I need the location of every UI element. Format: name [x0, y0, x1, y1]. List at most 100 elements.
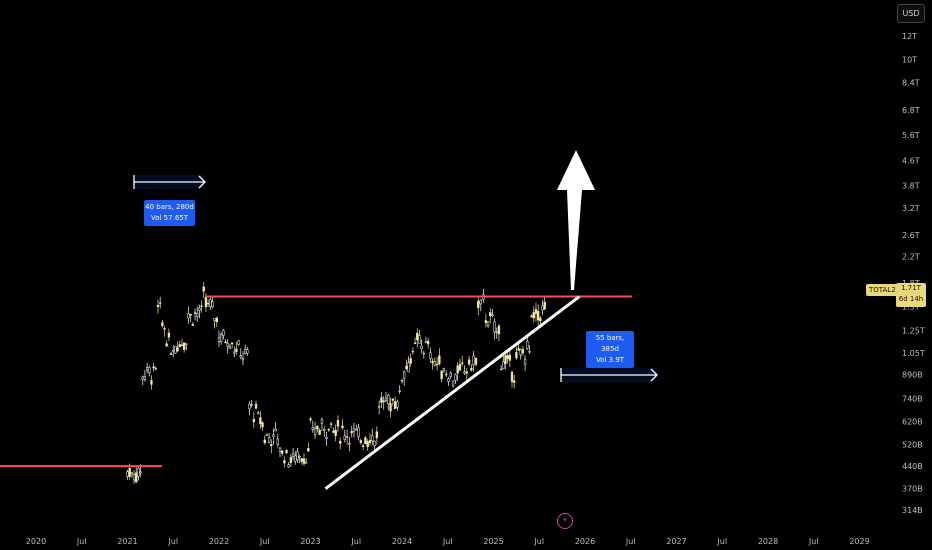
candle-body	[357, 427, 360, 437]
candle-body	[130, 472, 134, 475]
candle-body	[200, 305, 203, 307]
measure-bracket-1[interactable]	[133, 175, 206, 189]
candle-body	[474, 358, 478, 365]
candle-body	[377, 406, 381, 408]
x-tick-label: 2020	[26, 537, 46, 546]
candle-body	[154, 368, 157, 370]
y-tick-label: 5.6T	[902, 131, 920, 140]
candle-body	[534, 309, 538, 314]
candle-body	[193, 312, 197, 314]
up-arrow-icon	[557, 150, 595, 290]
candle-body	[403, 371, 406, 379]
candle-body	[180, 344, 184, 346]
y-tick-label: 3.8T	[902, 182, 920, 191]
candle-body	[343, 435, 346, 441]
candle-body	[211, 301, 214, 308]
x-tick-label: Jul	[716, 537, 727, 546]
candle-body	[373, 440, 376, 446]
currency-button[interactable]: USD	[897, 4, 925, 23]
candle-body	[270, 444, 273, 446]
candle-body	[222, 330, 225, 336]
candle-body	[393, 401, 397, 409]
candle-body	[510, 371, 514, 382]
candle-body	[445, 373, 448, 376]
y-tick-label: 6.8T	[902, 106, 920, 115]
candle-body	[291, 453, 295, 458]
candle-body	[316, 425, 319, 430]
candle-body	[433, 361, 436, 366]
measure-bracket-2[interactable]	[560, 368, 658, 382]
candle-body	[470, 368, 473, 371]
candle-body	[254, 403, 258, 409]
candle-body	[196, 313, 199, 317]
candle-body	[489, 312, 492, 317]
candle-body	[442, 368, 446, 371]
candle-body	[355, 429, 358, 431]
candle-body	[435, 363, 439, 366]
candle-body	[519, 349, 522, 356]
candle-body	[407, 362, 410, 373]
candle-body	[263, 439, 266, 444]
price-tag: 1.71T 6d 14h	[896, 283, 926, 307]
candle-body	[396, 401, 399, 408]
candle-body	[298, 456, 301, 458]
candle-body	[313, 427, 317, 435]
candle-body	[495, 331, 498, 333]
candle-body	[368, 440, 372, 444]
y-tick-label: 520B	[902, 440, 923, 449]
candle-body	[148, 367, 151, 374]
candle-body	[504, 355, 507, 364]
x-tick-label: 2029	[849, 537, 869, 546]
candle-body	[508, 354, 511, 361]
candle-body	[187, 313, 190, 319]
candle-body	[477, 300, 480, 308]
ascending-trendline[interactable]	[324, 295, 581, 490]
candle-body	[206, 303, 210, 305]
candle-body	[384, 397, 388, 401]
bar-countdown: 6d 14h	[898, 295, 924, 303]
y-tick-label: 4.6T	[902, 157, 920, 166]
candle-body	[502, 361, 505, 370]
candle-body	[486, 321, 490, 326]
candle-body	[248, 403, 251, 410]
candle-body	[348, 443, 351, 445]
symbol-tag: TOTAL2	[866, 284, 899, 296]
x-tick-label: Jul	[808, 537, 819, 546]
candle-body	[327, 429, 330, 431]
y-tick-label: 3.2T	[902, 204, 920, 213]
y-tick-label: 1.5T	[902, 303, 920, 312]
price-axis: 12T 10T 8.4T 6.8T 5.6T 4.6T 3.8T 3.2T 2.6T 2.2T 1.…	[902, 32, 925, 515]
candle-body	[217, 337, 221, 343]
candle-body	[252, 419, 256, 423]
x-tick-label: Jul	[167, 537, 178, 546]
candle-body	[345, 436, 349, 438]
candle-body	[281, 450, 284, 454]
candle-body	[382, 400, 385, 403]
candle-body	[250, 404, 253, 406]
candle-body	[302, 458, 306, 464]
candle-body	[161, 322, 164, 327]
y-tick-label: 2.2T	[902, 253, 920, 262]
x-tick-label: Jul	[259, 537, 270, 546]
candle-body	[185, 343, 188, 345]
candle-body	[272, 434, 275, 437]
candle-body	[189, 313, 192, 316]
candle-body	[539, 317, 542, 322]
x-tick-label: 2023	[300, 537, 320, 546]
measure-2-bars: 55 bars, 385d	[595, 334, 625, 353]
candle-body	[283, 460, 286, 464]
y-tick-label: 370B	[902, 485, 923, 494]
candle-body	[334, 429, 337, 436]
candle-body	[126, 471, 129, 477]
candle-body	[400, 380, 404, 382]
candle-body	[174, 345, 177, 354]
candle-body	[230, 342, 234, 345]
candle-body	[484, 320, 488, 323]
y-tick-label: 1.25T	[902, 326, 925, 335]
x-tick-label: Jul	[533, 537, 544, 546]
candle-body	[139, 471, 142, 474]
lightning-icon[interactable]: ⚡	[557, 513, 573, 529]
measure-label-1: 40 bars, 280d Vol 57.65T	[144, 200, 195, 226]
y-tick-label: 620B	[902, 417, 923, 426]
